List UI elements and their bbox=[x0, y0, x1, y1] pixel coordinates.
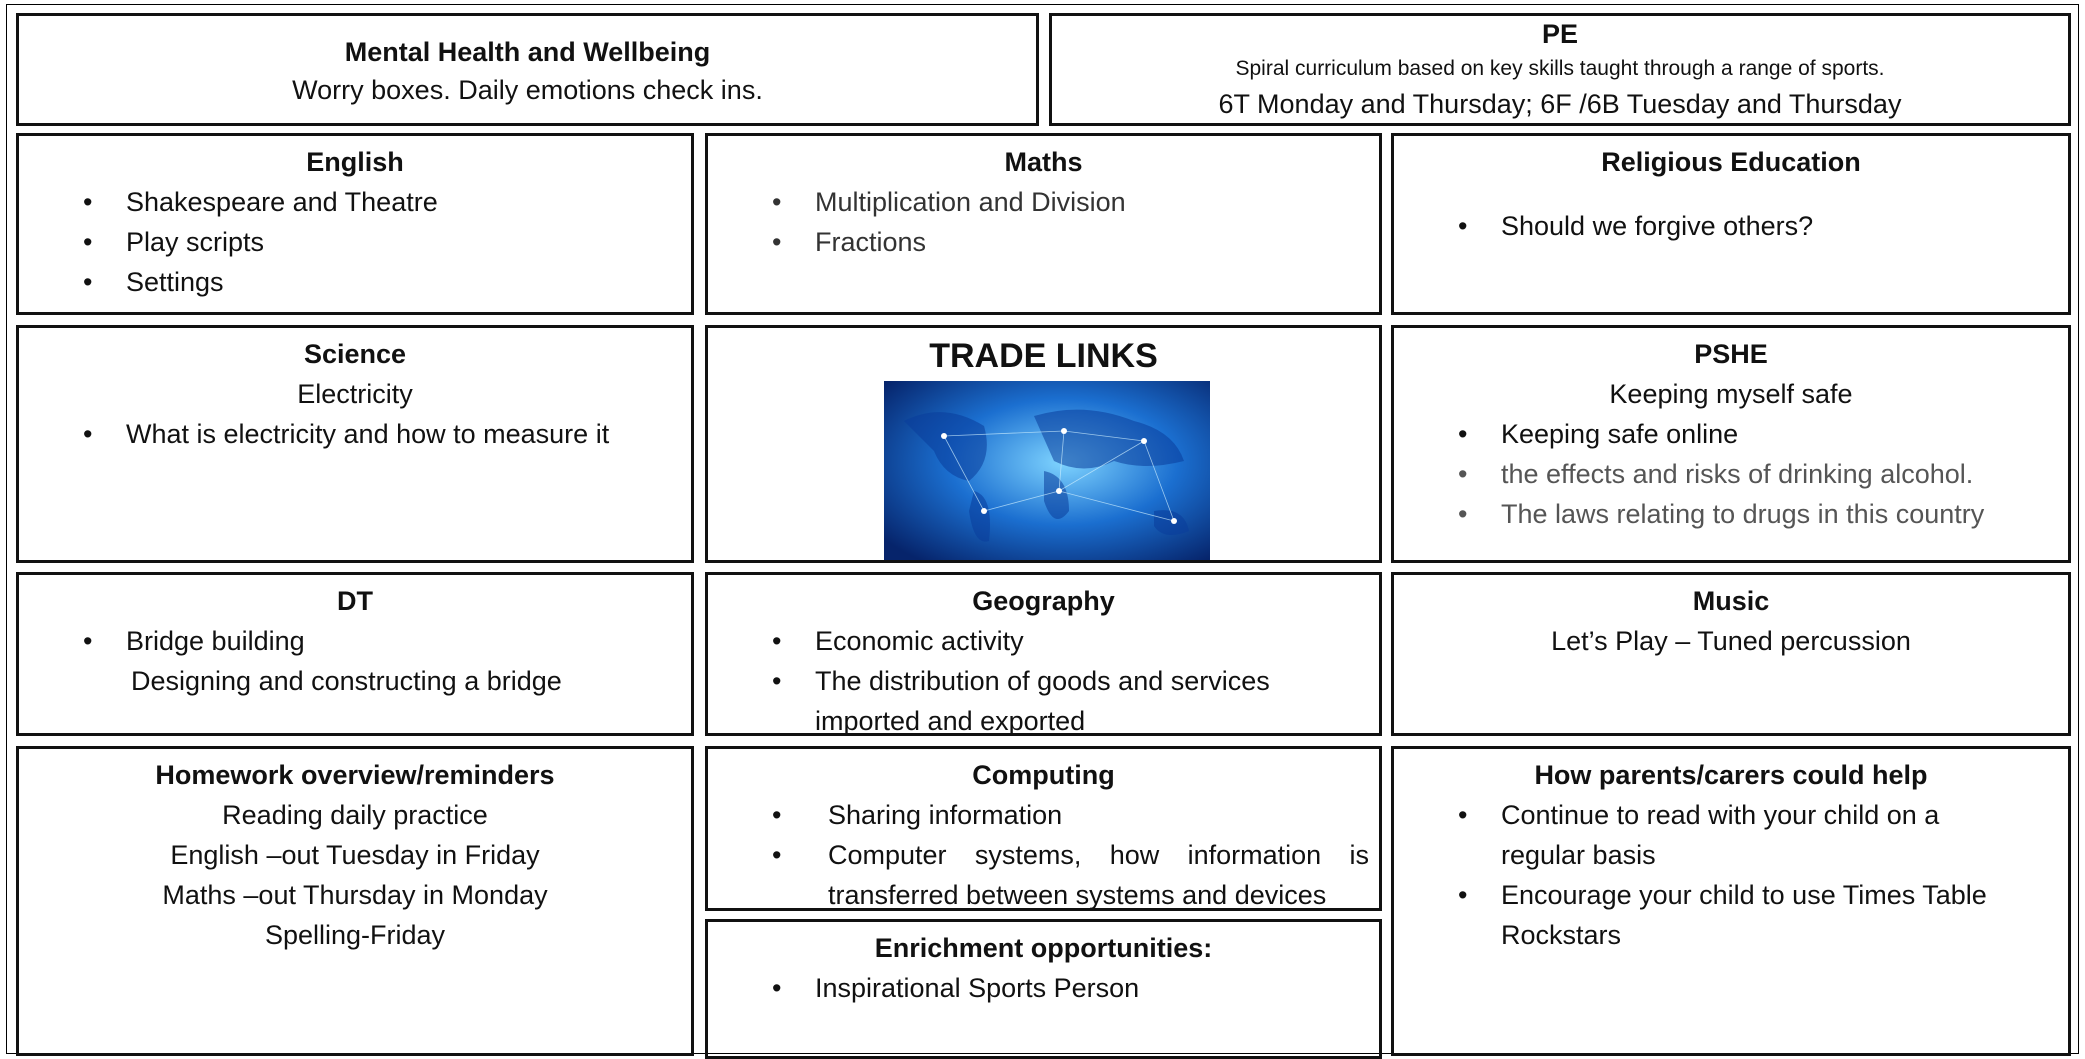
box-title: Science bbox=[303, 339, 407, 369]
box-title: PE bbox=[1541, 19, 1579, 49]
bullet-item: Sharing information bbox=[708, 795, 1379, 835]
parents-box: How parents/carers could help Continue t… bbox=[1391, 746, 2071, 1056]
bullet-item: Settings bbox=[19, 262, 691, 302]
english-box: English Shakespeare and Theatre Play scr… bbox=[16, 133, 694, 315]
bullet-item: Inspirational Sports Person bbox=[708, 968, 1379, 1008]
dt-box: DT Bridge building Designing and constru… bbox=[16, 572, 694, 736]
box-title: Maths bbox=[1004, 147, 1083, 177]
bullet-item: Play scripts bbox=[19, 222, 691, 262]
box-subtitle: Electricity bbox=[297, 379, 413, 409]
box-title: Geography bbox=[972, 586, 1115, 616]
homework-box: Homework overview/reminders Reading dail… bbox=[16, 746, 694, 1056]
bullet-item: Continue to read with your child on a re… bbox=[1394, 795, 2068, 875]
bullet-list: Shakespeare and Theatre Play scripts Set… bbox=[19, 182, 691, 302]
bullet-item: Multiplication and Division bbox=[708, 182, 1379, 222]
bullet-item: the effects and risks of drinking alcoho… bbox=[1394, 454, 2068, 494]
box-subtitle: Keeping myself safe bbox=[1609, 379, 1853, 409]
mental-health-box: Mental Health and Wellbeing Worry boxes.… bbox=[16, 13, 1039, 126]
box-text: 6T Monday and Thursday; 6F /6B Tuesday a… bbox=[1218, 89, 1902, 119]
box-text: Reading daily practice bbox=[222, 800, 488, 830]
bullet-list: Keeping safe online the effects and risk… bbox=[1394, 414, 2068, 534]
box-title: DT bbox=[337, 586, 373, 616]
box-title: PSHE bbox=[1694, 339, 1768, 369]
bullet-list: Sharing information Computer systems, ho… bbox=[708, 795, 1379, 908]
bullet-item: Encourage your child to use Times Table … bbox=[1394, 875, 2068, 955]
box-subtitle: Let’s Play – Tuned percussion bbox=[1551, 626, 1911, 656]
science-box: Science Electricity What is electricity … bbox=[16, 325, 694, 563]
box-title: Mental Health and Wellbeing bbox=[344, 36, 711, 67]
bullet-list: Bridge building bbox=[19, 621, 691, 661]
enrichment-box: Enrichment opportunities: Inspirational … bbox=[705, 919, 1382, 1059]
computing-box: Computing Sharing information Computer s… bbox=[705, 746, 1382, 911]
bullet-list: Economic activity The distribution of go… bbox=[708, 621, 1379, 733]
bullet-item: Fractions bbox=[708, 222, 1379, 262]
bullet-item: Bridge building bbox=[19, 621, 691, 661]
maths-box: Maths Multiplication and Division Fracti… bbox=[705, 133, 1382, 315]
box-note: Designing and constructing a bridge bbox=[131, 666, 562, 696]
bullet-list: What is electricity and how to measure i… bbox=[19, 414, 691, 454]
bullet-item: Computer systems, how information is tra… bbox=[708, 835, 1379, 908]
box-text: Worry boxes. Daily emotions check ins. bbox=[292, 74, 763, 105]
bullet-list: Multiplication and Division Fractions bbox=[708, 182, 1379, 262]
box-text: Spelling-Friday bbox=[264, 920, 446, 950]
music-box: Music Let’s Play – Tuned percussion bbox=[1391, 572, 2071, 736]
box-text: Spiral curriculum based on key skills ta… bbox=[1235, 57, 1885, 80]
pshe-box: PSHE Keeping myself safe Keeping safe on… bbox=[1391, 325, 2071, 563]
box-title: English bbox=[306, 147, 404, 177]
geography-box: Geography Economic activity The distribu… bbox=[705, 572, 1382, 736]
bullet-item: The laws relating to drugs in this count… bbox=[1394, 494, 2068, 534]
box-title: How parents/carers could help bbox=[1534, 760, 1928, 790]
box-title: Computing bbox=[972, 760, 1115, 790]
bullet-list: Should we forgive others? bbox=[1394, 206, 2068, 246]
box-title: TRADE LINKS bbox=[929, 337, 1158, 375]
pe-box: PE Spiral curriculum based on key skills… bbox=[1049, 13, 2071, 126]
bullet-item: Economic activity bbox=[708, 621, 1379, 661]
box-text: English –out Tuesday in Friday bbox=[170, 840, 540, 870]
religious-education-box: Religious Education Should we forgive ot… bbox=[1391, 133, 2071, 315]
box-title: Homework overview/reminders bbox=[155, 760, 555, 790]
bullet-item: The distribution of goods and services i… bbox=[708, 661, 1379, 733]
box-title: Enrichment opportunities: bbox=[874, 933, 1213, 963]
box-title: Religious Education bbox=[1601, 147, 1861, 177]
bullet-item: What is electricity and how to measure i… bbox=[19, 414, 691, 454]
bullet-item: Keeping safe online bbox=[1394, 414, 2068, 454]
bullet-list: Continue to read with your child on a re… bbox=[1394, 795, 2068, 955]
trade-links-box: TRADE LINKS bbox=[705, 325, 1382, 563]
world-map-image bbox=[884, 381, 1210, 560]
bullet-item: Shakespeare and Theatre bbox=[19, 182, 691, 222]
box-title: Music bbox=[1692, 586, 1770, 616]
bullet-list: Inspirational Sports Person bbox=[708, 968, 1379, 1008]
bullet-item: Should we forgive others? bbox=[1394, 206, 2068, 246]
box-text: Maths –out Thursday in Monday bbox=[162, 880, 548, 910]
